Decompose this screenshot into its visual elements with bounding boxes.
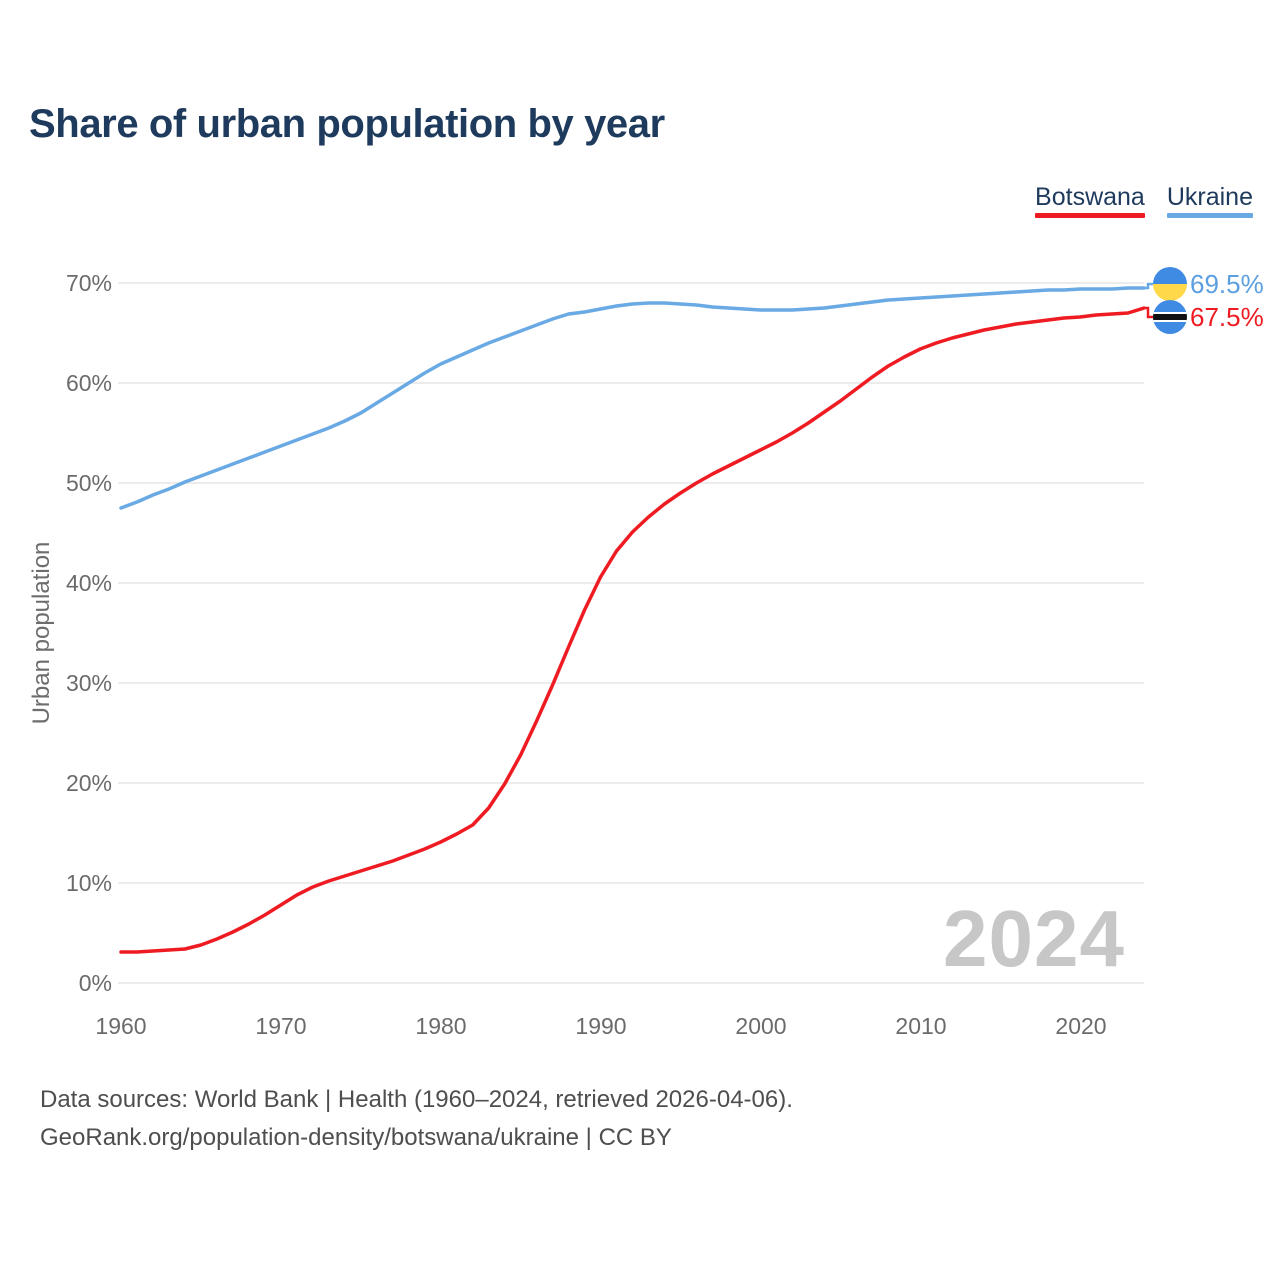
botswana-connector (1144, 306, 1153, 319)
ukraine-flag-icon (1153, 267, 1187, 301)
footer-line-2: GeoRank.org/population-density/botswana/… (40, 1124, 672, 1151)
x-tick-1990: 1990 (575, 1013, 627, 1039)
botswana-line-series (119, 306, 1146, 954)
ukraine-connector (1144, 282, 1153, 290)
x-tick-2020: 2020 (1055, 1013, 1107, 1039)
y-tick-0: 0% (78, 970, 112, 996)
footer-line-1: Data sources: World Bank | Health (1960–… (40, 1086, 793, 1113)
legend-item-ukraine[interactable]: Ukraine (1166, 183, 1253, 218)
legend: Botswana Ukraine (1035, 185, 1253, 218)
x-tick-1960: 1960 (95, 1013, 147, 1039)
legend-underline-ukraine (1166, 213, 1253, 218)
x-tick-1980: 1980 (415, 1013, 467, 1039)
watermark-year: 2024 (943, 894, 1125, 983)
x-tick-2000: 2000 (735, 1013, 787, 1039)
page-title: Share of urban population by year (29, 102, 665, 146)
ukraine-line-series (119, 286, 1146, 510)
x-tick-1970: 1970 (255, 1013, 307, 1039)
y-tick-30: 30% (65, 670, 112, 696)
end-label-botswana-value: 67.5% (1190, 302, 1264, 332)
y-tick-40: 40% (65, 570, 112, 596)
y-tick-10: 10% (65, 870, 112, 896)
y-tick-60: 60% (65, 370, 112, 396)
legend-label-ukraine: Ukraine (1166, 183, 1253, 211)
gridlines (118, 282, 1144, 984)
y-tick-20: 20% (65, 770, 112, 796)
y-tick-50: 50% (65, 470, 112, 496)
y-tick-70: 70% (65, 270, 112, 296)
legend-label-botswana: Botswana (1035, 183, 1145, 211)
botswana-flag-icon (1153, 300, 1187, 334)
legend-underline-botswana (1035, 213, 1145, 218)
end-label-ukraine-value: 69.5% (1190, 269, 1264, 299)
x-tick-2010: 2010 (895, 1013, 947, 1039)
legend-item-botswana[interactable]: Botswana (1035, 185, 1145, 218)
